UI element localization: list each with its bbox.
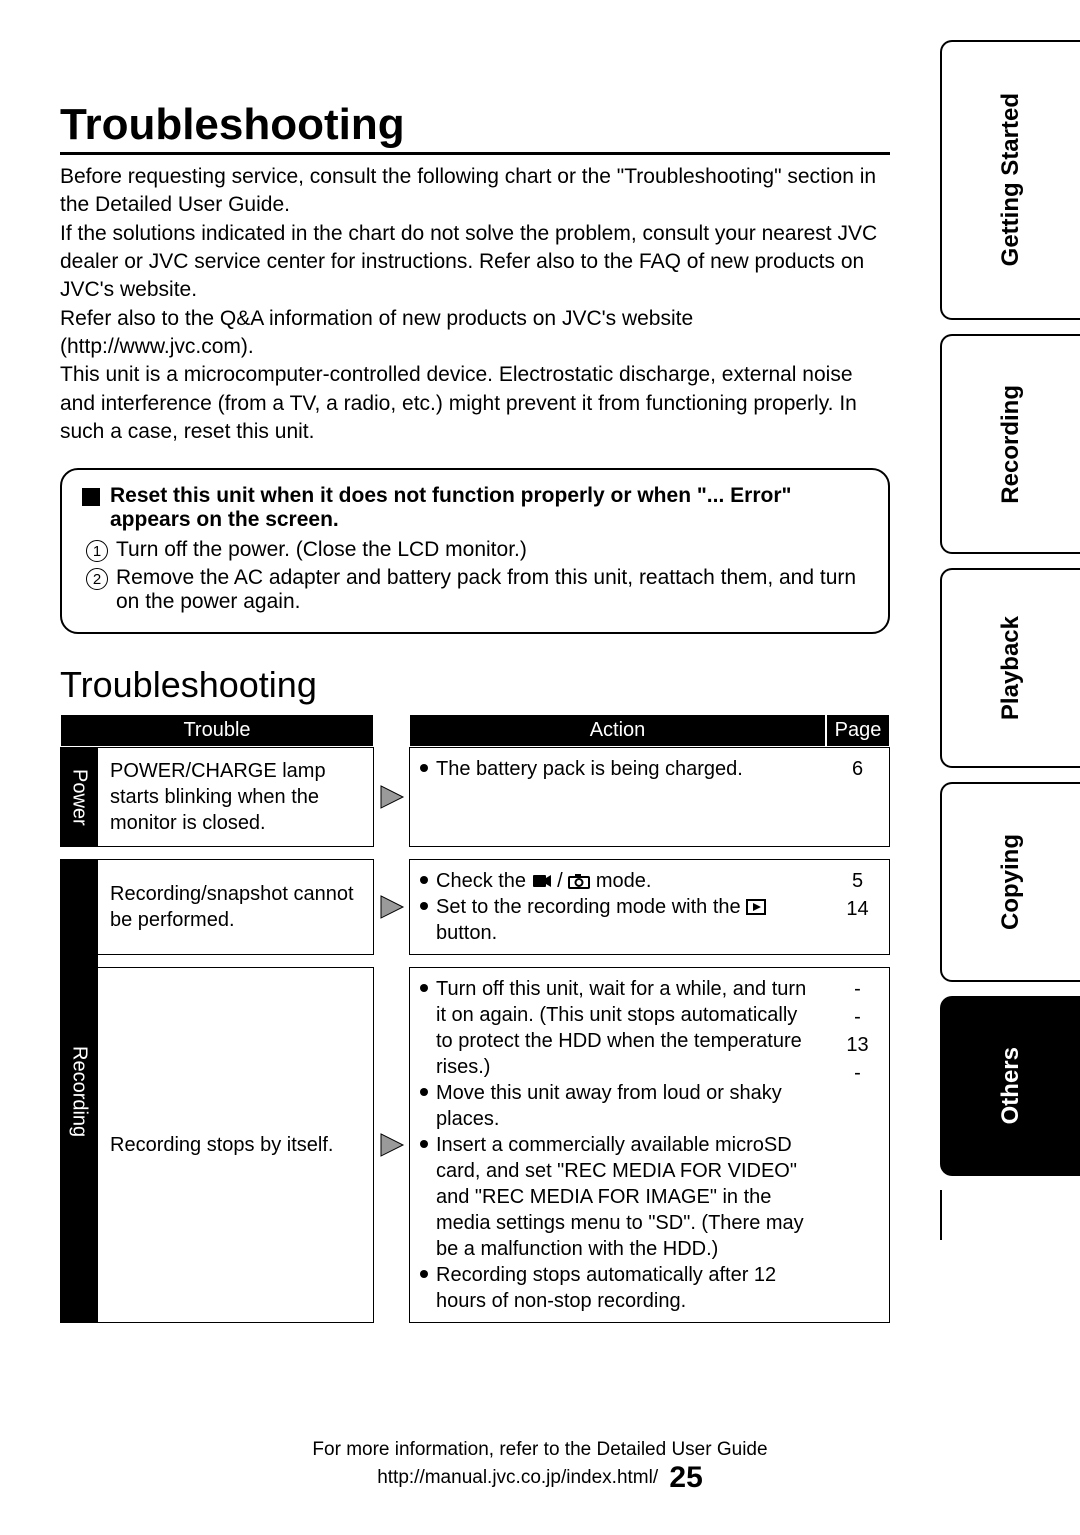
action-line: Move this unit away from loud or shaky p… xyxy=(420,1080,816,1132)
table-row: Recording stops by itself. Turn off this … xyxy=(98,967,890,1323)
bullet-icon xyxy=(420,1088,428,1096)
action-line: Turn off this unit, wait for a while, an… xyxy=(420,976,816,1080)
th-action: Action xyxy=(409,714,826,747)
tab-getting-started[interactable]: Getting Started xyxy=(940,40,1080,320)
intro-p1: Before requesting service, consult the f… xyxy=(60,163,890,220)
action-line: Insert a commercially available microSD … xyxy=(420,1132,816,1262)
intro-p3: Refer also to the Q&A information of new… xyxy=(60,305,890,362)
reset-box: Reset this unit when it does not functio… xyxy=(60,468,890,634)
th-trouble: Trouble xyxy=(60,714,374,747)
action-line: Set to the recording mode with the butto… xyxy=(420,894,816,946)
square-bullet-icon xyxy=(82,488,100,506)
category-label: Power xyxy=(60,747,98,847)
tab-copying[interactable]: Copying xyxy=(940,782,1080,982)
tab-label: Playback xyxy=(997,616,1025,720)
reset-step2: Remove the AC adapter and battery pack f… xyxy=(116,566,868,614)
reset-step1: Turn off the power. (Close the LCD monit… xyxy=(116,538,527,562)
page-cell: --13- xyxy=(826,967,890,1323)
tab-label: Others xyxy=(997,1047,1025,1124)
action-cell: Check the / mode.Set to the recording mo… xyxy=(409,859,826,955)
tab-others[interactable]: Others xyxy=(940,996,1080,1176)
footer-line2: http://manual.jvc.co.jp/index.html/ xyxy=(377,1467,658,1488)
tab-label: Recording xyxy=(997,385,1025,504)
footer-line1: For more information, refer to the Detai… xyxy=(312,1439,767,1460)
intro-p4: This unit is a microcomputer-controlled … xyxy=(60,361,890,446)
bullet-icon xyxy=(420,984,428,992)
tab-label: Copying xyxy=(997,834,1025,930)
page-number: 25 xyxy=(669,1461,702,1495)
bullet-icon xyxy=(420,764,428,772)
section-subhead: Troubleshooting xyxy=(60,664,890,706)
intro-p2: If the solutions indicated in the chart … xyxy=(60,220,890,305)
arrow-icon xyxy=(374,859,409,955)
action-line: The battery pack is being charged. xyxy=(420,756,816,782)
action-line: Check the / mode. xyxy=(420,868,816,894)
th-page: Page xyxy=(826,714,890,747)
action-cell: Turn off this unit, wait for a while, an… xyxy=(409,967,826,1323)
step-1-icon: 1 xyxy=(86,540,108,562)
arrow-icon xyxy=(374,967,409,1323)
footer: For more information, refer to the Detai… xyxy=(0,1439,1080,1495)
arrow-icon xyxy=(374,747,409,847)
category-label: Recording xyxy=(60,859,98,1323)
table-row: Recording/snapshot cannot be performed. C… xyxy=(98,859,890,955)
table-header: Trouble Action Page xyxy=(60,714,890,747)
page-cell: 6 xyxy=(826,747,890,847)
action-cell: The battery pack is being charged. xyxy=(409,747,826,847)
troubleshooting-table: Trouble Action Page PowerPOWER/CHARGE la… xyxy=(60,714,890,1323)
side-tabs: Getting Started Recording Playback Copying O… xyxy=(940,40,1080,1254)
trouble-cell: Recording stops by itself. xyxy=(98,967,374,1323)
intro-block: Before requesting service, consult the f… xyxy=(60,163,890,446)
bullet-icon xyxy=(420,1270,428,1278)
tab-playback[interactable]: Playback xyxy=(940,568,1080,768)
bullet-icon xyxy=(420,876,428,884)
action-line: Recording stops automatically after 12 h… xyxy=(420,1262,816,1314)
step-2-icon: 2 xyxy=(86,568,108,590)
tab-label: Getting Started xyxy=(997,93,1025,266)
tab-stub xyxy=(940,1190,1080,1240)
trouble-cell: POWER/CHARGE lamp starts blinking when t… xyxy=(98,747,374,847)
table-row: POWER/CHARGE lamp starts blinking when t… xyxy=(98,747,890,847)
page-cell: 514 xyxy=(826,859,890,955)
trouble-cell: Recording/snapshot cannot be performed. xyxy=(98,859,374,955)
bullet-icon xyxy=(420,1140,428,1148)
reset-header: Reset this unit when it does not functio… xyxy=(110,484,868,532)
page-title: Troubleshooting xyxy=(60,100,890,155)
tab-recording[interactable]: Recording xyxy=(940,334,1080,554)
bullet-icon xyxy=(420,902,428,910)
